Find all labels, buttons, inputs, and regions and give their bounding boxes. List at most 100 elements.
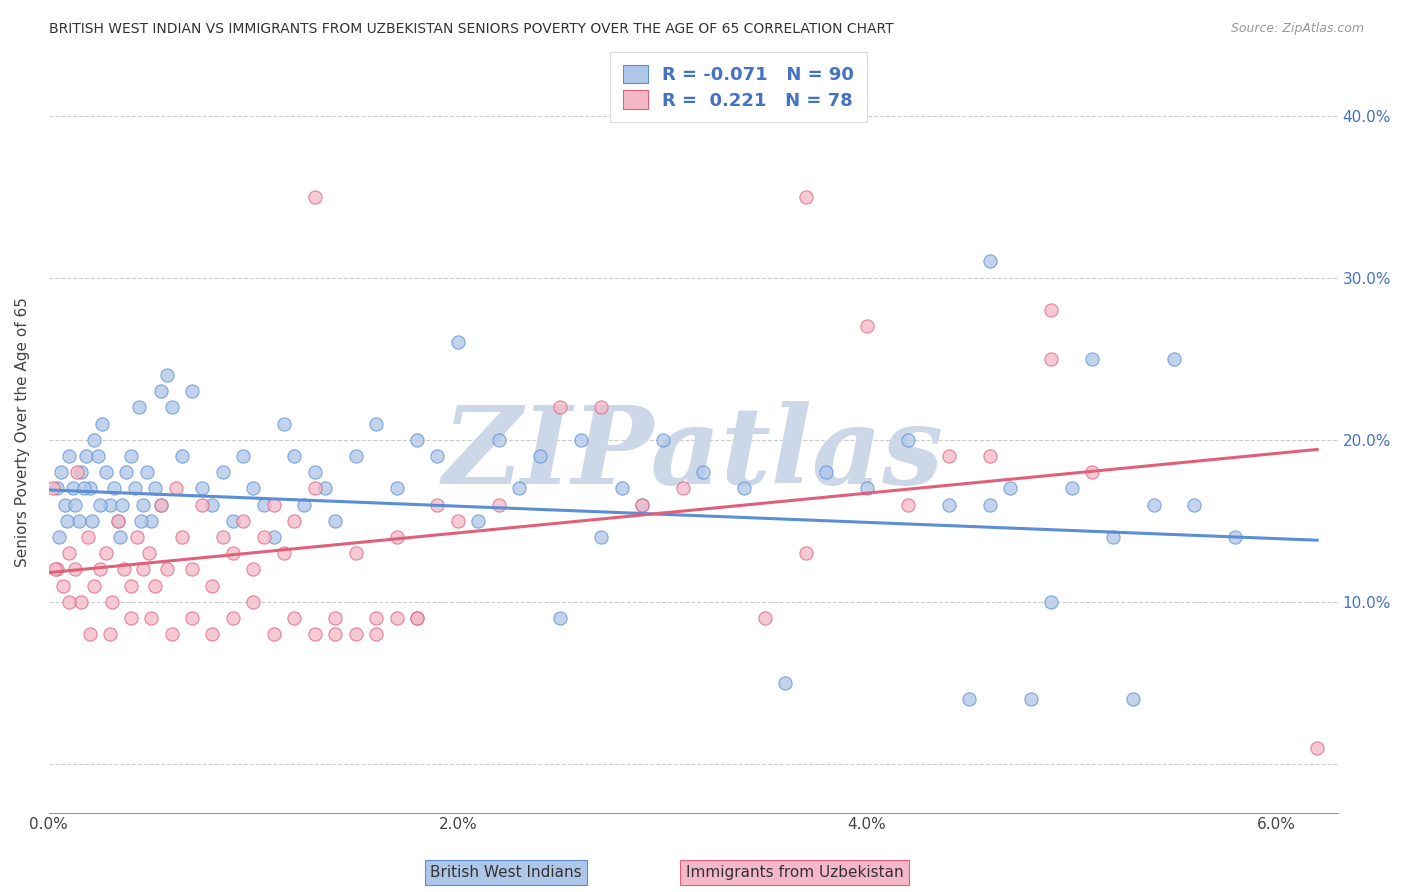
- Point: [591, 530, 613, 544]
- Point: [129, 514, 152, 528]
- Point: [610, 481, 633, 495]
- Point: [631, 498, 654, 512]
- Point: [273, 546, 295, 560]
- Point: [304, 627, 326, 641]
- Point: [191, 481, 214, 495]
- Point: [83, 433, 105, 447]
- Point: [304, 465, 326, 479]
- Point: [72, 481, 94, 495]
- Point: [304, 481, 326, 495]
- Point: [138, 546, 160, 560]
- Point: [1122, 692, 1144, 706]
- Text: ZIPatlas: ZIPatlas: [443, 401, 943, 508]
- Point: [1142, 498, 1164, 512]
- Point: [548, 401, 571, 415]
- Point: [467, 514, 489, 528]
- Point: [385, 611, 408, 625]
- Point: [364, 627, 387, 641]
- Point: [181, 611, 204, 625]
- Point: [143, 481, 166, 495]
- Point: [1163, 351, 1185, 366]
- Point: [856, 481, 879, 495]
- Point: [957, 692, 980, 706]
- Point: [114, 562, 136, 576]
- Point: [242, 595, 264, 609]
- Point: [49, 465, 72, 479]
- Point: [364, 417, 387, 431]
- Point: [344, 546, 367, 560]
- Point: [1040, 595, 1063, 609]
- Point: [794, 546, 817, 560]
- Point: [426, 449, 449, 463]
- Point: [101, 595, 124, 609]
- Point: [815, 465, 838, 479]
- Point: [591, 401, 613, 415]
- Point: [1081, 465, 1104, 479]
- Point: [242, 481, 264, 495]
- Point: [42, 481, 65, 495]
- Point: [794, 189, 817, 203]
- Point: [1040, 303, 1063, 318]
- Point: [128, 401, 150, 415]
- Point: [156, 562, 179, 576]
- Point: [111, 498, 134, 512]
- Point: [89, 498, 111, 512]
- Point: [406, 611, 429, 625]
- Point: [364, 611, 387, 625]
- Point: [94, 546, 117, 560]
- Point: [488, 498, 510, 512]
- Point: [222, 514, 245, 528]
- Point: [979, 498, 1001, 512]
- Point: [508, 481, 530, 495]
- Point: [156, 368, 179, 382]
- Point: [252, 530, 274, 544]
- Point: [94, 465, 117, 479]
- Point: [754, 611, 776, 625]
- Point: [150, 384, 173, 398]
- Point: [45, 562, 67, 576]
- Point: [98, 498, 121, 512]
- Point: [775, 676, 797, 690]
- Point: [385, 481, 408, 495]
- Point: [62, 481, 84, 495]
- Point: [548, 611, 571, 625]
- Point: [191, 498, 214, 512]
- Point: [91, 417, 114, 431]
- Point: [242, 562, 264, 576]
- Point: [136, 465, 159, 479]
- Point: [89, 562, 111, 576]
- Point: [110, 530, 132, 544]
- Point: [406, 433, 429, 447]
- Point: [406, 611, 429, 625]
- Point: [53, 498, 76, 512]
- Point: [76, 530, 98, 544]
- Point: [222, 611, 245, 625]
- Text: Source: ZipAtlas.com: Source: ZipAtlas.com: [1230, 22, 1364, 36]
- Point: [1306, 740, 1329, 755]
- Point: [938, 449, 960, 463]
- Point: [211, 530, 233, 544]
- Point: [150, 498, 173, 512]
- Point: [75, 449, 97, 463]
- Point: [201, 579, 224, 593]
- Point: [385, 530, 408, 544]
- Point: [938, 498, 960, 512]
- Point: [569, 433, 592, 447]
- Point: [344, 627, 367, 641]
- Point: [979, 254, 1001, 268]
- Point: [1184, 498, 1206, 512]
- Point: [323, 514, 346, 528]
- Text: Immigrants from Uzbekistan: Immigrants from Uzbekistan: [686, 865, 903, 880]
- Point: [344, 449, 367, 463]
- Point: [160, 401, 183, 415]
- Point: [70, 595, 93, 609]
- Point: [856, 319, 879, 334]
- Point: [897, 433, 920, 447]
- Point: [170, 449, 193, 463]
- Point: [65, 562, 87, 576]
- Point: [897, 498, 920, 512]
- Point: [48, 530, 70, 544]
- Point: [201, 498, 224, 512]
- Point: [45, 481, 67, 495]
- Point: [232, 514, 254, 528]
